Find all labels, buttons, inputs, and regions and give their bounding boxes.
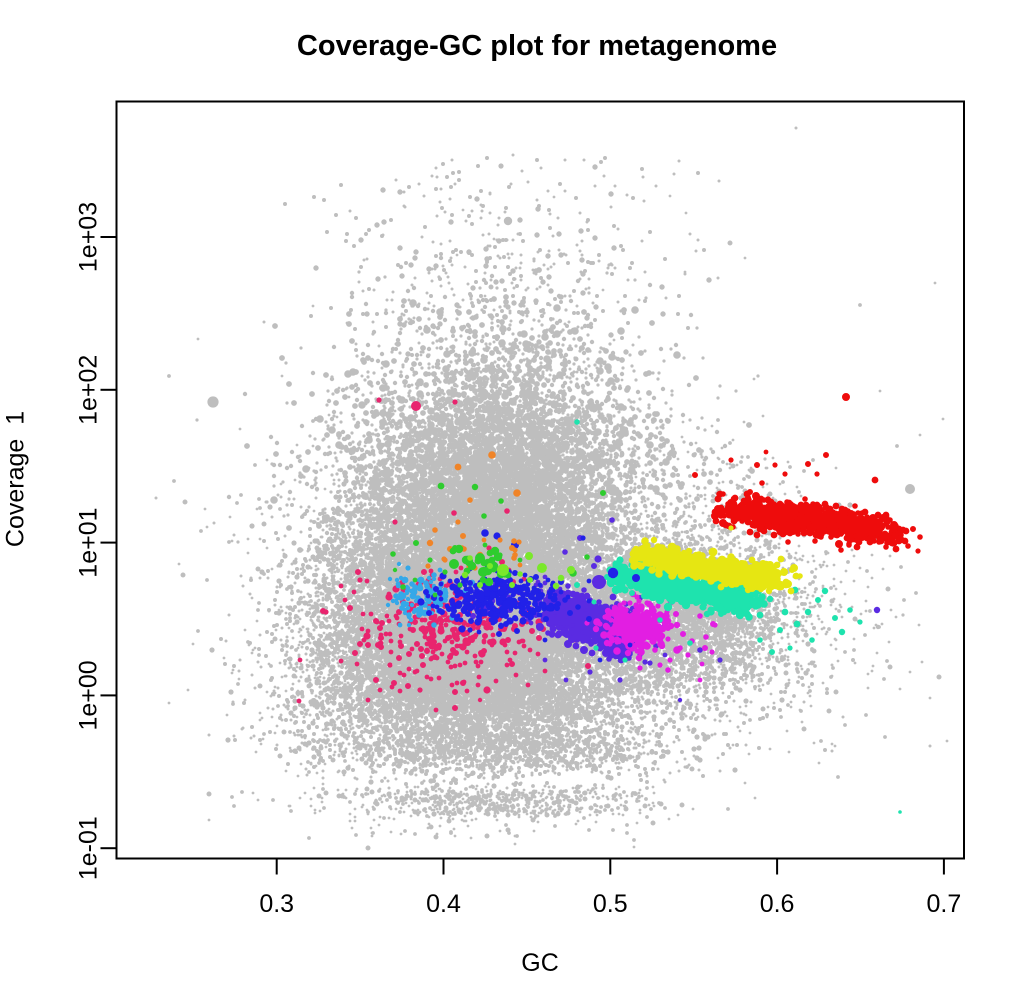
- svg-text:0.6: 0.6: [760, 890, 795, 918]
- svg-text:1e-01: 1e-01: [75, 816, 103, 880]
- svg-text:Coverage-GC plot for metagenom: Coverage-GC plot for metagenome: [297, 30, 777, 62]
- svg-text:1e+03: 1e+03: [75, 202, 103, 272]
- svg-text:GC: GC: [521, 949, 559, 977]
- svg-text:0.4: 0.4: [426, 890, 461, 918]
- svg-text:Coverage 1: Coverage 1: [2, 411, 30, 547]
- svg-text:0.7: 0.7: [927, 890, 962, 918]
- svg-text:0.3: 0.3: [259, 890, 294, 918]
- svg-text:1e+02: 1e+02: [75, 355, 103, 425]
- svg-text:1e+01: 1e+01: [75, 507, 103, 577]
- svg-text:1e+00: 1e+00: [75, 660, 103, 730]
- svg-text:0.5: 0.5: [593, 890, 628, 918]
